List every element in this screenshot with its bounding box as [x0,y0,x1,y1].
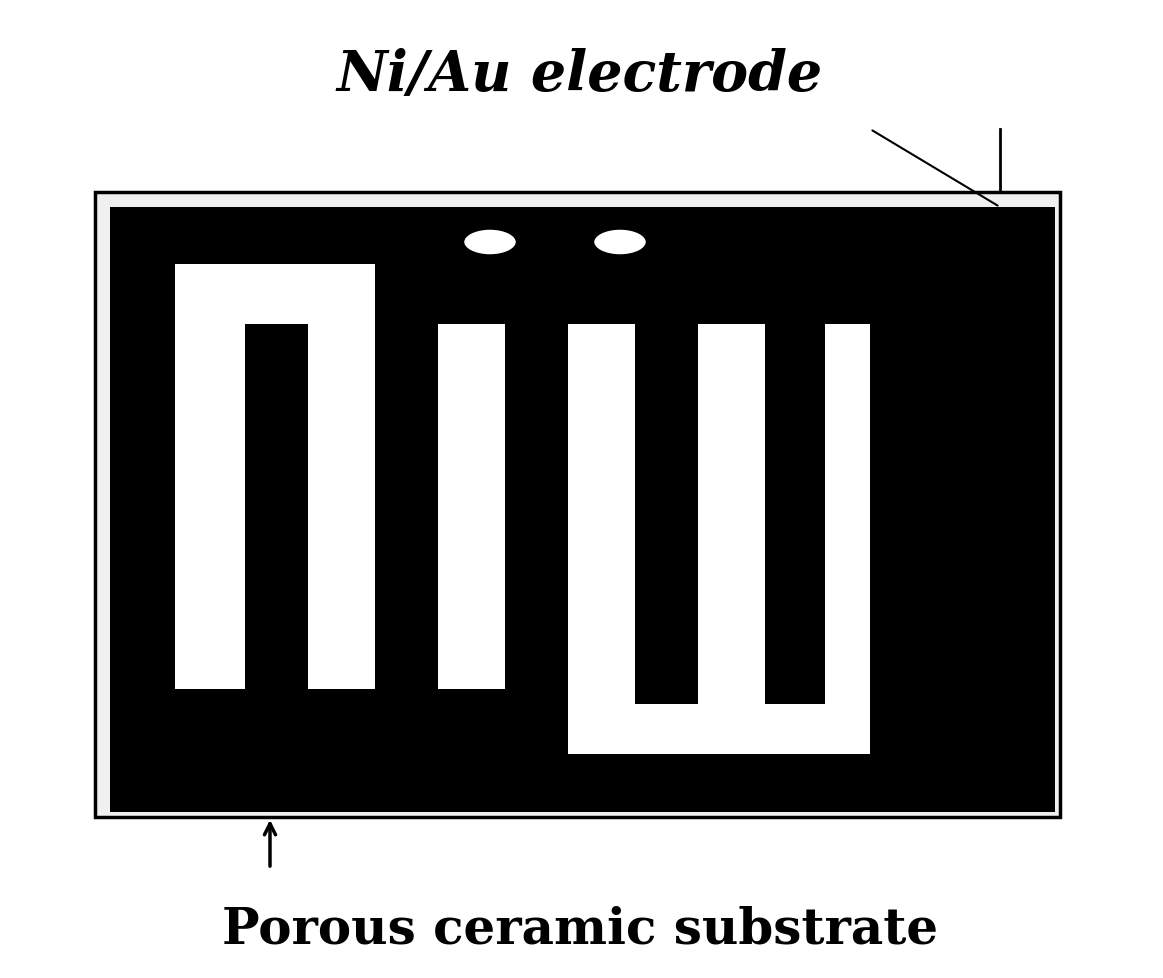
Bar [374,265,825,325]
Bar [110,207,1055,812]
Ellipse shape [463,229,518,257]
Text: Ni/Au electrode: Ni/Au electrode [337,48,823,103]
Bar [825,265,870,325]
Bar [635,265,698,704]
Bar [174,689,308,754]
Bar [245,689,568,754]
Bar [505,325,568,754]
Text: mm: mm [728,412,745,447]
Bar [95,193,1059,818]
Ellipse shape [592,229,648,257]
Text: Porous ceramic substrate: Porous ceramic substrate [222,905,939,954]
Bar [245,325,308,754]
Bar [374,265,438,704]
Bar [765,265,825,704]
Bar [174,689,568,754]
Bar [174,265,870,754]
